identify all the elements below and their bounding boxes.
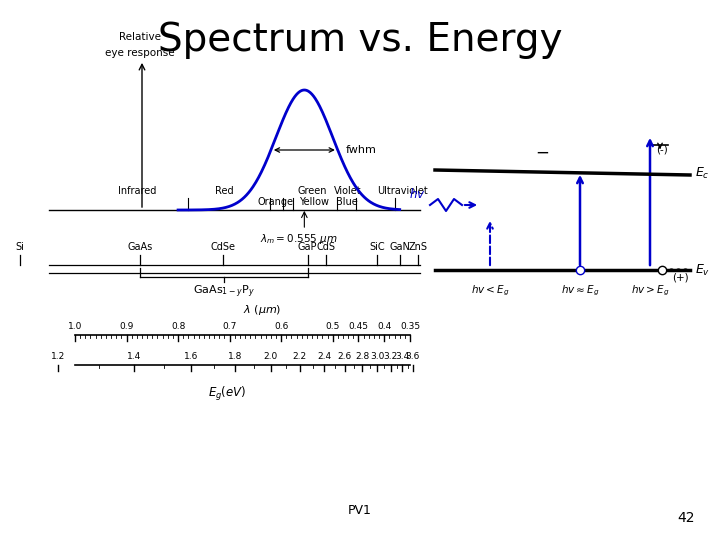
Text: 0.4: 0.4 <box>377 322 392 331</box>
Text: GaN: GaN <box>390 242 410 252</box>
Text: 0.5: 0.5 <box>325 322 340 331</box>
Text: GaAs: GaAs <box>127 242 153 252</box>
Text: 1.6: 1.6 <box>184 352 198 361</box>
Text: $hv \approx E_g$: $hv \approx E_g$ <box>561 284 599 299</box>
Text: Red: Red <box>215 186 234 196</box>
Text: 3.2: 3.2 <box>384 352 397 361</box>
Text: 1.8: 1.8 <box>228 352 243 361</box>
Text: 3.6: 3.6 <box>405 352 420 361</box>
Text: Spectrum vs. Energy: Spectrum vs. Energy <box>158 21 562 59</box>
Text: 1.4: 1.4 <box>127 352 141 361</box>
Text: CdSe: CdSe <box>210 242 235 252</box>
Text: Violet: Violet <box>334 186 361 196</box>
Text: Si: Si <box>15 242 24 252</box>
Text: 2.6: 2.6 <box>338 352 351 361</box>
Text: fwhm: fwhm <box>346 145 377 155</box>
Text: $E_c$: $E_c$ <box>695 165 710 180</box>
Text: −: − <box>536 144 549 162</box>
Text: 2.4: 2.4 <box>317 352 331 361</box>
Text: Orange: Orange <box>258 197 294 207</box>
Text: Yellow: Yellow <box>299 197 328 207</box>
Text: 0.9: 0.9 <box>120 322 134 331</box>
Text: Relative: Relative <box>119 32 161 42</box>
Text: 1.0: 1.0 <box>68 322 82 331</box>
Text: 42: 42 <box>678 511 695 525</box>
Text: (+): (+) <box>672 272 688 282</box>
Text: 0.35: 0.35 <box>400 322 420 331</box>
Text: Blue: Blue <box>336 197 358 207</box>
Text: 2.0: 2.0 <box>264 352 278 361</box>
Text: $hv > E_g$: $hv > E_g$ <box>631 284 669 299</box>
Text: Ultraviolet: Ultraviolet <box>377 186 428 196</box>
Text: 0.45: 0.45 <box>348 322 369 331</box>
Text: 3.4: 3.4 <box>395 352 410 361</box>
Text: 0.8: 0.8 <box>171 322 185 331</box>
Text: SiC: SiC <box>369 242 385 252</box>
Text: PV1: PV1 <box>348 503 372 516</box>
Text: ZnS: ZnS <box>408 242 427 252</box>
Text: $hv$: $hv$ <box>410 187 426 201</box>
Text: $\lambda\ (\mu m)$: $\lambda\ (\mu m)$ <box>243 303 282 317</box>
Text: $E_v$: $E_v$ <box>695 262 710 278</box>
Text: Green: Green <box>297 186 327 196</box>
Text: 0.6: 0.6 <box>274 322 288 331</box>
Text: (-): (-) <box>656 145 668 155</box>
Text: eye response: eye response <box>105 48 175 58</box>
Text: GaP: GaP <box>298 242 318 252</box>
Text: 2.8: 2.8 <box>355 352 369 361</box>
Text: $hv < E_g$: $hv < E_g$ <box>471 284 509 299</box>
Text: $\mathrm{GaAs}_{1-y}\mathrm{P}_y$: $\mathrm{GaAs}_{1-y}\mathrm{P}_y$ <box>193 284 255 300</box>
Text: $E_g(eV)$: $E_g(eV)$ <box>208 385 247 403</box>
Text: 0.7: 0.7 <box>222 322 237 331</box>
Text: $\lambda_m = 0.555\ \mu m$: $\lambda_m = 0.555\ \mu m$ <box>261 232 338 246</box>
Text: 3.0: 3.0 <box>370 352 384 361</box>
Text: Infrared: Infrared <box>117 186 156 196</box>
Text: CdS: CdS <box>317 242 336 252</box>
Text: 1.2: 1.2 <box>50 352 65 361</box>
Text: 2.2: 2.2 <box>293 352 307 361</box>
